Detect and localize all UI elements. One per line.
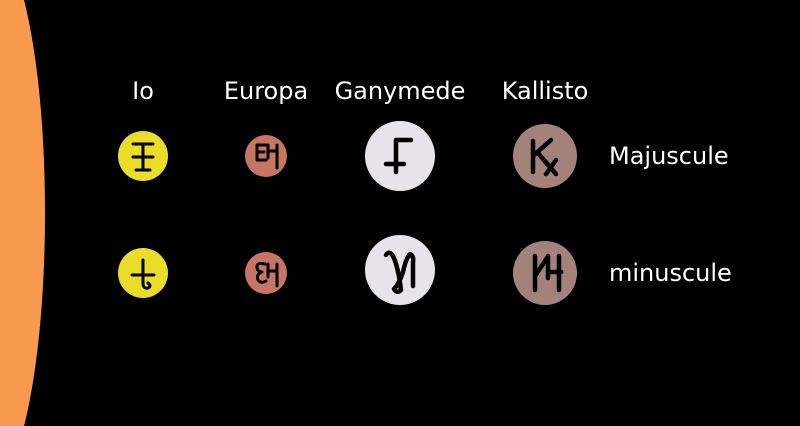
kallisto-minuscule-symbol-icon <box>513 241 577 305</box>
moon-name-europa: Europa <box>224 77 308 105</box>
ganymede-majuscule-symbol-icon <box>365 121 435 191</box>
row-label-majuscule: Majuscule <box>609 142 729 170</box>
europa-majuscule-symbol-icon <box>245 135 287 177</box>
europa-minuscule-symbol-icon <box>245 252 287 294</box>
row-label-minuscule: minuscule <box>609 259 732 287</box>
moon-name-ganymede: Ganymede <box>335 77 466 105</box>
moon-name-kallisto: Kallisto <box>502 77 589 105</box>
ganymede-minuscule-symbol-icon <box>365 235 435 305</box>
io-majuscule-symbol-icon <box>118 131 168 181</box>
io-minuscule-symbol-icon <box>118 248 168 298</box>
kallisto-majuscule-symbol-icon <box>513 124 577 188</box>
moon-name-io: Io <box>132 77 154 105</box>
jupiter-limb <box>0 0 45 426</box>
